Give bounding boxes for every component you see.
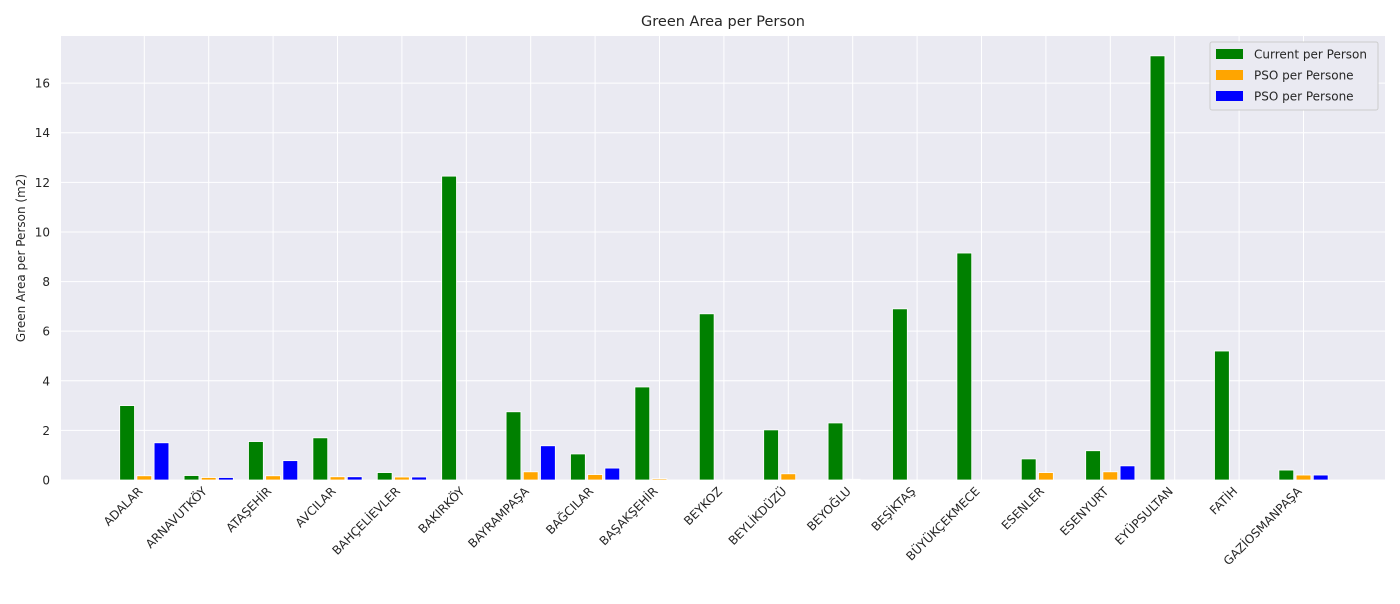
bar-ataşehi̇r-series-1 [248, 441, 264, 481]
bar-gazi̇osmanpaşa-series-2 [1295, 474, 1312, 481]
bar-bahçeli̇evler-series-3 [411, 476, 427, 481]
bar-adalar-series-3 [153, 442, 170, 481]
bar-arnavutköy-series-2 [200, 477, 217, 481]
bar-bağcilar-series-2 [587, 474, 603, 481]
y-tick-label: 10 [35, 225, 50, 239]
bar-bayrampaşa-series-1 [505, 411, 522, 481]
bar-büyükçekmece-series-1 [956, 252, 973, 481]
y-axis-label: Green Area per Person (m2) [14, 174, 28, 342]
bar-esenyurt-series-1 [1085, 450, 1101, 481]
bar-beyoğlu-series-2 [844, 478, 861, 481]
x-tick-label: ESENYURT [1057, 484, 1112, 539]
y-tick-label: 16 [35, 77, 50, 91]
y-tick-label: 12 [35, 176, 50, 190]
x-tick-label: BAĞCILAR [543, 484, 597, 538]
bar-eyüpsultan-series-1 [1149, 55, 1166, 481]
bar-başakşehi̇r-series-2 [651, 478, 668, 481]
bar-beyli̇kdüzü-series-1 [763, 429, 779, 481]
legend-label-1: Current per Person [1254, 48, 1367, 62]
bar-esenler-series-2 [1038, 472, 1054, 481]
bar-avcilar-series-2 [329, 476, 346, 481]
bar-bağcilar-series-1 [570, 453, 586, 481]
bar-gazi̇osmanpaşa-series-3 [1312, 474, 1329, 481]
bar-beşi̇ktaş-series-1 [892, 308, 908, 481]
x-tick-label: BAHÇELİEVLER [329, 484, 403, 558]
legend-swatch-2 [1216, 70, 1243, 80]
bar-gazi̇osmanpaşa-series-1 [1278, 469, 1295, 481]
x-tick-label: ARNAVUTKÖY [141, 482, 210, 551]
x-tick-label: AVCILAR [293, 484, 339, 530]
plot-area [61, 36, 1385, 480]
y-tick-label: 4 [42, 374, 50, 388]
x-tick-label: BEYOĞLU [804, 484, 854, 534]
bar-beyli̇kdüzü-series-2 [780, 473, 797, 481]
legend-frame [1209, 41, 1379, 111]
bar-beykoz-series-1 [698, 313, 715, 481]
bar-bahçeli̇evler-series-2 [394, 476, 410, 481]
x-tick-label: EYÜPSULTAN [1111, 483, 1176, 548]
bar-beyoğlu-series-1 [827, 422, 844, 481]
bars [119, 55, 1329, 481]
bar-bayrampaşa-series-3 [540, 445, 556, 481]
y-tick-label: 14 [35, 126, 50, 140]
y-tick-label: 6 [42, 325, 50, 339]
y-tick-label: 2 [42, 424, 50, 438]
bar-fati̇h-series-1 [1214, 350, 1230, 481]
y-tick-label: 0 [42, 474, 50, 488]
x-tick-label: BEŞİKTAŞ [868, 484, 918, 534]
bar-bakirköy-series-1 [441, 175, 457, 481]
bar-bahçeli̇evler-series-1 [376, 472, 393, 481]
legend-label-2: PSO per Persone [1254, 69, 1354, 83]
grid-lines [61, 36, 1385, 481]
x-tick-label: ESENLER [999, 484, 1047, 532]
x-tick-label: BEYKOZ [681, 484, 725, 528]
chart-title: Green Area per Person [641, 14, 805, 30]
bar-esenler-series-1 [1020, 458, 1037, 481]
y-tick-labels: 0 2 4 6 8 10 12 14 16 [35, 77, 50, 488]
x-tick-label: ADALAR [101, 484, 146, 529]
x-tick-label: BAŞAKŞEHİR [596, 484, 661, 549]
legend-label-3: PSO per Persone [1254, 90, 1354, 104]
x-tick-label: BAYRAMPAŞA [465, 484, 532, 551]
legend-items: Current per Person PSO per Persone PSO per… [1216, 48, 1367, 104]
bar-avcilar-series-3 [346, 476, 363, 481]
legend-swatch-1 [1216, 49, 1243, 59]
bar-arnavutköy-series-1 [183, 475, 200, 481]
legend: Current per Person PSO per Persone PSO per… [1209, 41, 1379, 111]
bar-bayrampaşa-series-2 [522, 471, 539, 481]
bar-avcilar-series-1 [312, 437, 329, 481]
bar-esenyurt-series-2 [1102, 471, 1119, 481]
bar-bağcilar-series-3 [604, 467, 621, 481]
bar-ataşehi̇r-series-2 [265, 475, 281, 481]
bar-arnavutköy-series-3 [218, 477, 234, 481]
bar-adalar-series-1 [119, 405, 135, 481]
bar-ataşehi̇r-series-3 [282, 460, 299, 481]
x-tick-label: BAKIRKÖY [414, 482, 468, 536]
x-tick-label: FATİH [1206, 484, 1240, 518]
bar-adalar-series-2 [136, 475, 153, 481]
bar-esenyurt-series-3 [1119, 465, 1136, 481]
x-tick-label: ATAŞEHİR [223, 484, 275, 536]
legend-swatch-3 [1216, 91, 1243, 101]
bar-başakşehi̇r-series-1 [634, 386, 651, 481]
x-tick-label: BEYLİKDÜZÜ [724, 483, 789, 548]
y-tick-label: 8 [42, 275, 50, 289]
